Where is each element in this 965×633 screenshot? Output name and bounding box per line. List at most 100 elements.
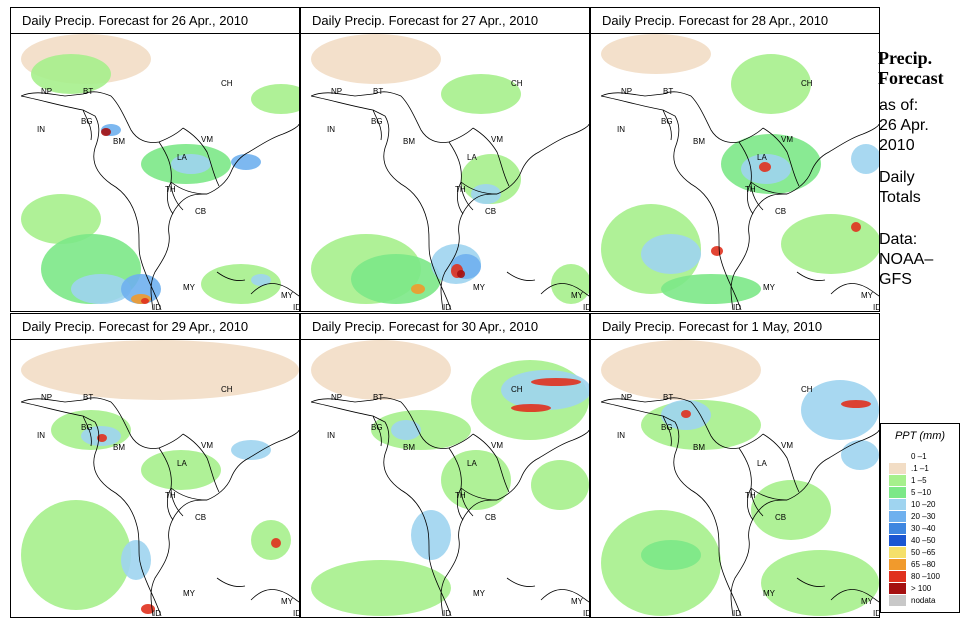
precip-area	[751, 480, 831, 540]
legend-label: 5 –10	[911, 488, 932, 497]
country-borders	[601, 397, 800, 521]
island-coast	[216, 271, 299, 297]
country-label: BG	[81, 117, 93, 126]
forecast-panel-apr30: Daily Precip. Forecast for 30 Apr., 2010…	[300, 313, 590, 618]
totals-line: Totals	[879, 189, 921, 206]
country-label: MY	[571, 597, 584, 606]
as-of-label: as of:	[879, 97, 919, 114]
legend-label: nodata	[911, 596, 936, 605]
source-line: Data:	[879, 231, 918, 248]
precip-area	[601, 34, 711, 74]
legend-label: 1 –5	[911, 476, 927, 485]
country-label: BT	[663, 393, 673, 402]
precip-area	[441, 74, 521, 114]
country-label: BM	[113, 443, 125, 452]
country-label: CB	[195, 207, 206, 216]
country-label: TH	[455, 491, 466, 500]
legend-swatch	[889, 463, 906, 474]
country-label: VM	[201, 135, 213, 144]
legend-label: 40 –50	[911, 536, 936, 545]
country-label: BT	[83, 393, 93, 402]
data-source: Data: NOAA– GFS	[879, 230, 933, 290]
country-label: MY	[763, 589, 776, 598]
country-label: BG	[661, 423, 673, 432]
country-label: MY	[861, 291, 874, 300]
precip-area	[851, 144, 879, 174]
country-label: BT	[373, 87, 383, 96]
precip-area	[251, 274, 271, 286]
map-canvas: NP BT IN BG BM CH VM LA TH CB MY ID MY ID	[21, 340, 299, 616]
precip-area	[841, 400, 871, 408]
source-line: GFS	[879, 271, 912, 288]
country-label: MY	[183, 589, 196, 598]
country-label: TH	[745, 491, 756, 500]
precip-area	[311, 560, 451, 616]
country-label: IN	[37, 431, 45, 440]
country-label: CH	[801, 79, 813, 88]
island-coast	[506, 577, 589, 603]
country-label: VM	[781, 441, 793, 450]
legend-label: > 100	[911, 584, 932, 593]
country-label: BT	[83, 87, 93, 96]
country-label: ID	[583, 609, 589, 616]
legend-swatch	[889, 583, 906, 594]
country-label: BG	[81, 423, 93, 432]
country-label: TH	[165, 185, 176, 194]
country-label: NP	[41, 393, 52, 402]
country-label: ID	[293, 609, 299, 616]
legend-swatch	[889, 535, 906, 546]
legend-swatch	[889, 487, 906, 498]
precip-area	[841, 440, 879, 470]
country-label: LA	[467, 459, 477, 468]
map-canvas: NP BT IN BG BM CH VM LA TH CB MY ID MY ID	[601, 34, 879, 310]
country-label: BT	[373, 393, 383, 402]
totals-line: Daily	[879, 169, 915, 186]
precip-area	[471, 184, 501, 204]
precip-area	[351, 254, 441, 304]
panel-title: Daily Precip. Forecast for 28 Apr., 2010	[591, 8, 879, 34]
country-label: BG	[371, 117, 383, 126]
country-label: CB	[775, 207, 786, 216]
country-label: CB	[485, 513, 496, 522]
precip-area	[801, 380, 879, 440]
precip-map: NP BT IN BG BM CH VM LA TH CB MY ID MY ID	[601, 340, 879, 616]
legend-swatch	[889, 511, 906, 522]
country-label: BM	[693, 443, 705, 452]
country-label: MY	[281, 291, 294, 300]
country-borders	[311, 91, 510, 215]
country-label: CH	[801, 385, 813, 394]
country-label: BT	[663, 87, 673, 96]
country-label: CH	[511, 79, 523, 88]
precip-area	[311, 34, 441, 84]
country-label: MY	[861, 597, 874, 606]
totals-label: Daily Totals	[879, 168, 921, 208]
precip-map: NP BT IN BG BM CH VM LA TH CB MY ID MY ID	[311, 340, 589, 616]
country-label: NP	[331, 393, 342, 402]
country-borders	[311, 397, 510, 521]
as-of-date: 26 Apr. 2010	[879, 116, 929, 156]
country-label: IN	[327, 125, 335, 134]
precip-area	[759, 162, 771, 172]
country-label: VM	[781, 135, 793, 144]
country-label: CH	[221, 385, 233, 394]
precip-area	[21, 340, 299, 400]
legend-label: .1 –1	[911, 464, 929, 473]
map-canvas: NP BT IN BG BM CH VM LA TH CB MY ID MY ID	[601, 340, 879, 616]
precip-area	[251, 520, 291, 560]
country-label: ID	[873, 609, 879, 616]
precip-area	[231, 440, 271, 460]
precip-area	[551, 264, 589, 304]
country-label: ID	[583, 303, 589, 310]
legend-swatch	[889, 571, 906, 582]
legend-label: 50 –65	[911, 548, 936, 557]
precip-area	[251, 84, 299, 114]
country-label: NP	[331, 87, 342, 96]
country-label: CB	[775, 513, 786, 522]
legend-swatch	[889, 499, 906, 510]
country-label: MY	[571, 291, 584, 300]
precip-area	[71, 274, 131, 304]
country-label: LA	[757, 153, 767, 162]
precip-map: NP BT IN BG BM CH VM LA TH CB MY ID MY ID	[601, 34, 879, 310]
legend-label: 65 –80	[911, 560, 936, 569]
forecast-panel-apr26: Daily Precip. Forecast for 26 Apr., 2010…	[10, 7, 300, 312]
